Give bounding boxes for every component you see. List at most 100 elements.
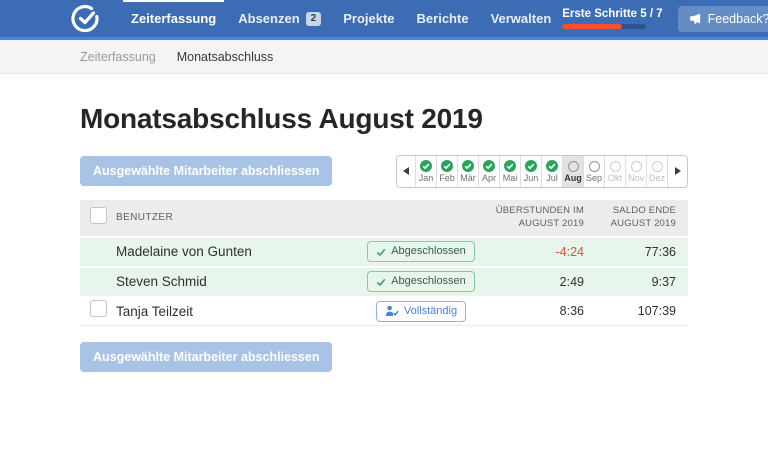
month-done-icon — [483, 160, 495, 172]
column-header-ueberstunden: ÜBERSTUNDEN IM AUGUST 2019 — [496, 205, 584, 231]
month-cell-sep[interactable]: Sep — [584, 156, 605, 187]
month-selector: Jan Feb Mär Apr Mai Jun Jul Aug — [396, 155, 688, 188]
month-cell-jun[interactable]: Jun — [521, 156, 542, 187]
column-header-line: AUGUST 2019 — [518, 217, 584, 229]
month-open-icon — [609, 161, 621, 172]
status-badge-vollstaendig: Vollständig — [375, 300, 467, 322]
status-badge-label: Abgeschlossen — [391, 245, 466, 258]
nav-item-label: Verwalten — [490, 11, 552, 26]
month-done-icon — [462, 160, 474, 172]
page-title: Monatsabschluss August 2019 — [80, 103, 483, 134]
month-label: Mai — [502, 173, 518, 183]
month-label: Mär — [460, 173, 476, 183]
onboarding-progress[interactable]: Erste Schritte 5 / 7 — [562, 8, 663, 29]
column-header-line: SALDO ENDE — [612, 205, 676, 217]
app-logo-icon[interactable] — [70, 3, 100, 35]
table-row-tanja[interactable]: Tanja Teilzeit Vollständig 8:36 107:39 — [80, 297, 688, 326]
month-open-icon — [651, 161, 663, 172]
month-done-icon — [525, 160, 537, 172]
month-label: Feb — [439, 173, 455, 183]
status-badge-abgeschlossen: Abgeschlossen — [367, 271, 475, 293]
nav-item-verwalten[interactable]: Verwalten — [480, 0, 563, 39]
bottom-action-row: Ausgewählte Mitarbeiter abschliessen — [80, 341, 688, 372]
main-nav: Zeiterfassung Absenzen 2 Projekte Berich… — [120, 0, 562, 39]
month-label: Jun — [523, 173, 539, 183]
table-row-steven[interactable]: Steven Schmid Abgeschlossen 2:49 9:37 — [80, 267, 688, 296]
month-done-icon — [546, 160, 558, 172]
sub-navigation: Zeiterfassung Monatsabschluss — [0, 40, 768, 74]
nav-item-label: Berichte — [416, 11, 469, 26]
person-check-icon — [385, 306, 399, 317]
check-icon — [376, 248, 386, 257]
next-month-button[interactable] — [668, 156, 687, 187]
month-cell-feb[interactable]: Feb — [437, 156, 458, 187]
month-cell-jan[interactable]: Jan — [416, 156, 437, 187]
nav-item-berichte[interactable]: Berichte — [406, 0, 480, 39]
saldo-value: 9:37 — [651, 274, 676, 289]
month-cell-apr[interactable]: Apr — [479, 156, 500, 187]
month-open-icon — [567, 161, 579, 172]
nav-item-label: Projekte — [343, 11, 395, 26]
month-label: Sep — [585, 173, 602, 183]
subnav-item-zeiterfassung[interactable]: Zeiterfassung — [80, 49, 156, 64]
column-header-line: AUGUST 2019 — [610, 217, 676, 229]
month-label: Dez — [648, 173, 665, 183]
table-header-row: BENUTZER ÜBERSTUNDEN IM AUGUST 2019 SALD… — [80, 199, 688, 236]
status-badge-label: Vollständig — [403, 304, 458, 317]
month-cell-jul[interactable]: Jul — [542, 156, 563, 187]
row-select-checkbox[interactable] — [90, 300, 107, 318]
month-cell-dez: Dez — [647, 156, 668, 187]
nav-item-zeiterfassung[interactable]: Zeiterfassung — [120, 0, 227, 39]
month-open-icon — [630, 161, 642, 172]
month-label: Apr — [481, 173, 496, 183]
feedback-button[interactable]: Feedback? — [677, 5, 768, 32]
month-label: Aug — [564, 173, 582, 183]
megaphone-icon — [689, 12, 702, 25]
user-name: Tanja Teilzeit — [116, 303, 194, 319]
saldo-value: 107:39 — [637, 304, 676, 319]
month-cell-mai[interactable]: Mai — [500, 156, 521, 187]
chevron-right-icon — [674, 167, 681, 176]
month-label: Okt — [607, 173, 622, 183]
month-label: Nov — [627, 173, 644, 183]
month-done-icon — [441, 160, 453, 172]
month-cell-aug-selected[interactable]: Aug — [563, 156, 584, 187]
nav-item-absenzen[interactable]: Absenzen 2 — [227, 0, 332, 39]
user-name: Madelaine von Gunten — [116, 244, 252, 260]
table-row-madelaine[interactable]: Madelaine von Gunten Abgeschlossen -4:24… — [80, 237, 688, 266]
controls-row: Ausgewählte Mitarbeiter abschliessen Jan… — [80, 155, 688, 188]
column-header-benutzer: BENUTZER — [116, 212, 174, 224]
monatsabschluss-table: BENUTZER ÜBERSTUNDEN IM AUGUST 2019 SALD… — [80, 199, 688, 326]
month-cell-mar[interactable]: Mär — [458, 156, 479, 187]
nav-item-label: Absenzen — [238, 11, 300, 26]
progress-bar — [562, 24, 647, 29]
onboarding-label: Erste Schritte 5 / 7 — [562, 8, 663, 20]
column-header-line: ÜBERSTUNDEN IM — [495, 205, 584, 217]
month-cell-okt: Okt — [605, 156, 626, 187]
overtime-value: -4:24 — [555, 244, 585, 259]
saldo-value: 77:36 — [644, 244, 676, 259]
top-navbar: Zeiterfassung Absenzen 2 Projekte Berich… — [0, 0, 768, 40]
check-icon — [376, 278, 386, 287]
absenzen-count-badge: 2 — [305, 11, 322, 26]
feedback-label: Feedback? — [707, 11, 768, 26]
month-cell-nov: Nov — [626, 156, 647, 187]
status-badge-label: Abgeschlossen — [391, 275, 466, 288]
month-done-icon — [504, 160, 516, 172]
user-name: Steven Schmid — [116, 274, 207, 290]
close-selected-button-top[interactable]: Ausgewählte Mitarbeiter abschliessen — [80, 156, 333, 187]
month-done-icon — [420, 160, 432, 172]
month-label: Jan — [418, 173, 434, 183]
overtime-value: 2:49 — [559, 274, 584, 289]
column-header-saldo: SALDO ENDE AUGUST 2019 — [584, 205, 676, 231]
overtime-value: 8:36 — [559, 304, 584, 319]
subnav-item-monatsabschluss[interactable]: Monatsabschluss — [176, 49, 274, 64]
nav-item-projekte[interactable]: Projekte — [332, 0, 405, 39]
status-badge-abgeschlossen: Abgeschlossen — [367, 241, 475, 263]
nav-item-label: Zeiterfassung — [131, 11, 217, 26]
navbar-right-group: Erste Schritte 5 / 7 Feedback? SS — [562, 4, 768, 34]
prev-month-button[interactable] — [397, 156, 416, 187]
month-open-icon — [588, 161, 600, 172]
close-selected-button-bottom[interactable]: Ausgewählte Mitarbeiter abschliessen — [80, 341, 333, 372]
select-all-checkbox[interactable] — [90, 206, 107, 224]
